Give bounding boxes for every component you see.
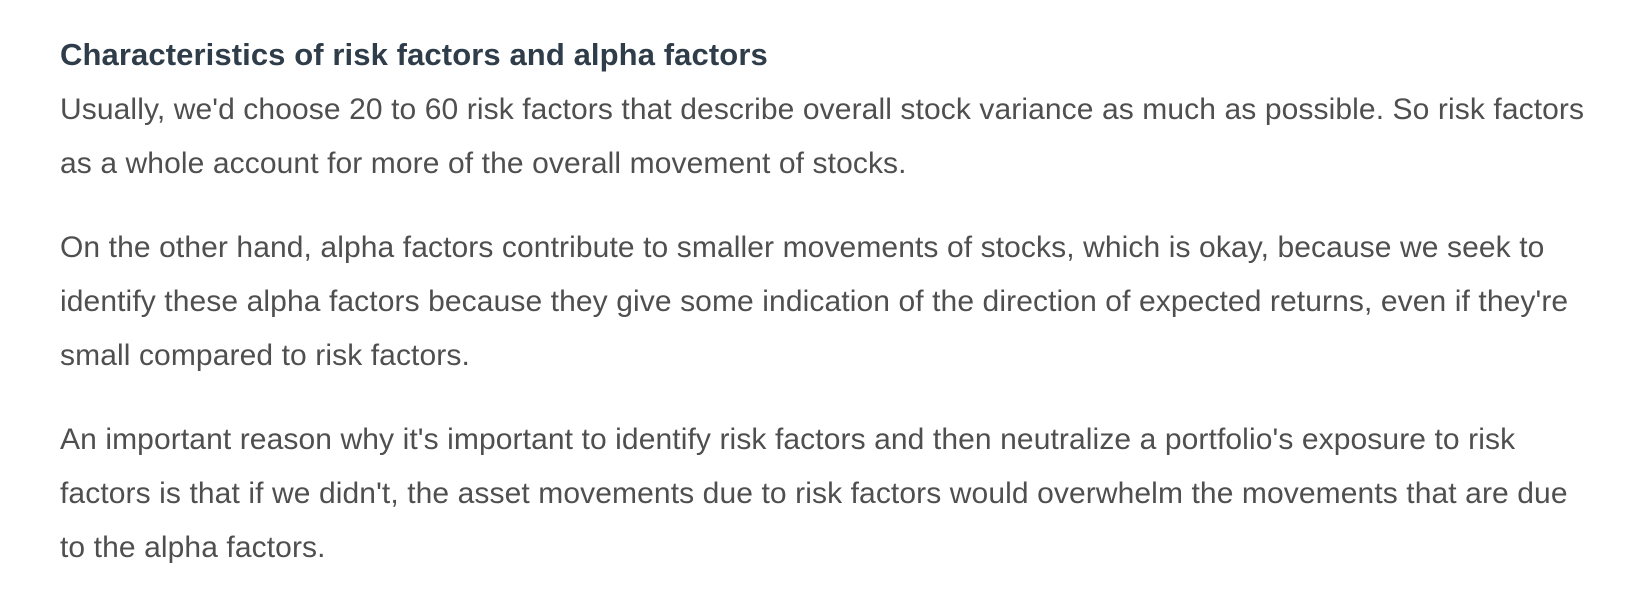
article-body: Characteristics of risk factors and alph… — [60, 33, 1600, 575]
paragraph-alpha-factors: On the other hand, alpha factors contrib… — [60, 231, 1569, 372]
paragraph-neutralization-reason: An important reason why it's important t… — [60, 423, 1568, 564]
section-title: Characteristics of risk factors and alph… — [60, 37, 768, 72]
paragraph-risk-factors: Usually, we'd choose 20 to 60 risk facto… — [60, 93, 1585, 180]
